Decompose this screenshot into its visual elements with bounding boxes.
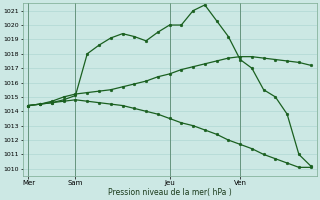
X-axis label: Pression niveau de la mer( hPa ): Pression niveau de la mer( hPa ) [108, 188, 231, 197]
